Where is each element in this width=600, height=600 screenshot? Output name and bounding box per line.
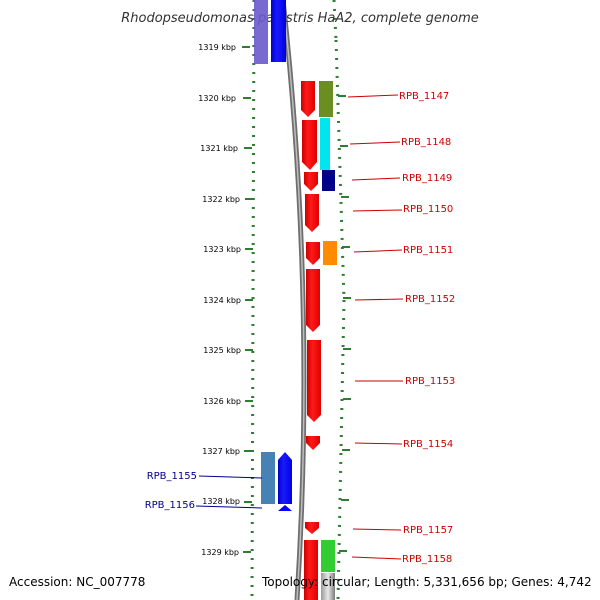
gene-navy [322,170,335,191]
reverse-genes [301,81,337,600]
gene-grey [321,573,335,600]
genome-title: Rhodopseudomonas palustris HaA2, complet… [121,11,479,26]
gene-label: RPB_1156 [145,500,195,511]
gene-label: RPB_1150 [403,204,453,215]
gene-rpb-1157 [305,522,319,534]
right-labels: RPB_1147 RPB_1148 RPB_1149 RPB_1150 RPB_… [399,91,455,565]
gene-label: RPB_1147 [399,91,449,102]
gene-rpb-1153 [307,340,321,422]
gene-label: RPB_1157 [403,525,453,536]
tick-label: 1325 kbp [203,346,241,355]
gene-label: RPB_1151 [403,245,453,256]
gene-label: RPB_1152 [405,294,455,305]
gene-olive [319,81,333,117]
right-label-lines [347,94,404,560]
gene-rpb-1148 [302,120,317,170]
tick-label: 1327 kbp [202,447,240,456]
gene-label: RPB_1153 [405,376,455,387]
left-label-lines [195,475,263,509]
tick-label: 1324 kbp [203,296,241,305]
gene-rpb-1149 [304,172,318,191]
gene-rpb-1151 [306,242,320,265]
gene-label: RPB_1155 [147,471,197,482]
left-labels: RPB_1155 RPB_1156 [145,471,197,511]
accession-text: Accession: NC_007778 [9,575,145,589]
gene-purple [254,0,268,64]
tick-labels: 1319 kbp 1320 kbp 1321 kbp 1322 kbp 1323… [198,43,241,557]
tick-label: 1322 kbp [202,195,240,204]
gene-blue-arrow [278,452,292,504]
gene-rpb-1154 [306,436,320,450]
gene-rpb-1158 [304,540,318,600]
tick-label: 1323 kbp [203,245,241,254]
gene-blue-top [271,0,286,62]
gene-label: RPB_1158 [402,554,452,565]
tick-label: 1326 kbp [203,397,241,406]
track-lines [250,0,346,600]
gene-label: RPB_1149 [402,173,452,184]
tick-label: 1329 kbp [201,548,239,557]
gene-blue-small [278,505,292,511]
tick-label: 1328 kbp [202,497,240,506]
genome-backbone [280,0,307,600]
gene-steelblue [261,452,275,504]
tick-label: 1321 kbp [200,144,238,153]
tick-label: 1319 kbp [198,43,236,52]
gene-rpb-1150 [305,194,319,232]
gene-label: RPB_1148 [401,137,451,148]
gene-rpb-1152 [306,269,320,332]
forward-genes [254,0,292,511]
gene-green [321,540,335,572]
tick-label: 1320 kbp [198,94,236,103]
gene-rpb-1147 [301,81,315,117]
topology-text: Topology: circular; Length: 5,331,656 bp… [261,575,592,589]
gene-orange [323,241,337,265]
tick-marks [242,46,351,553]
gene-cyan [320,118,330,170]
gene-label: RPB_1154 [403,439,453,450]
